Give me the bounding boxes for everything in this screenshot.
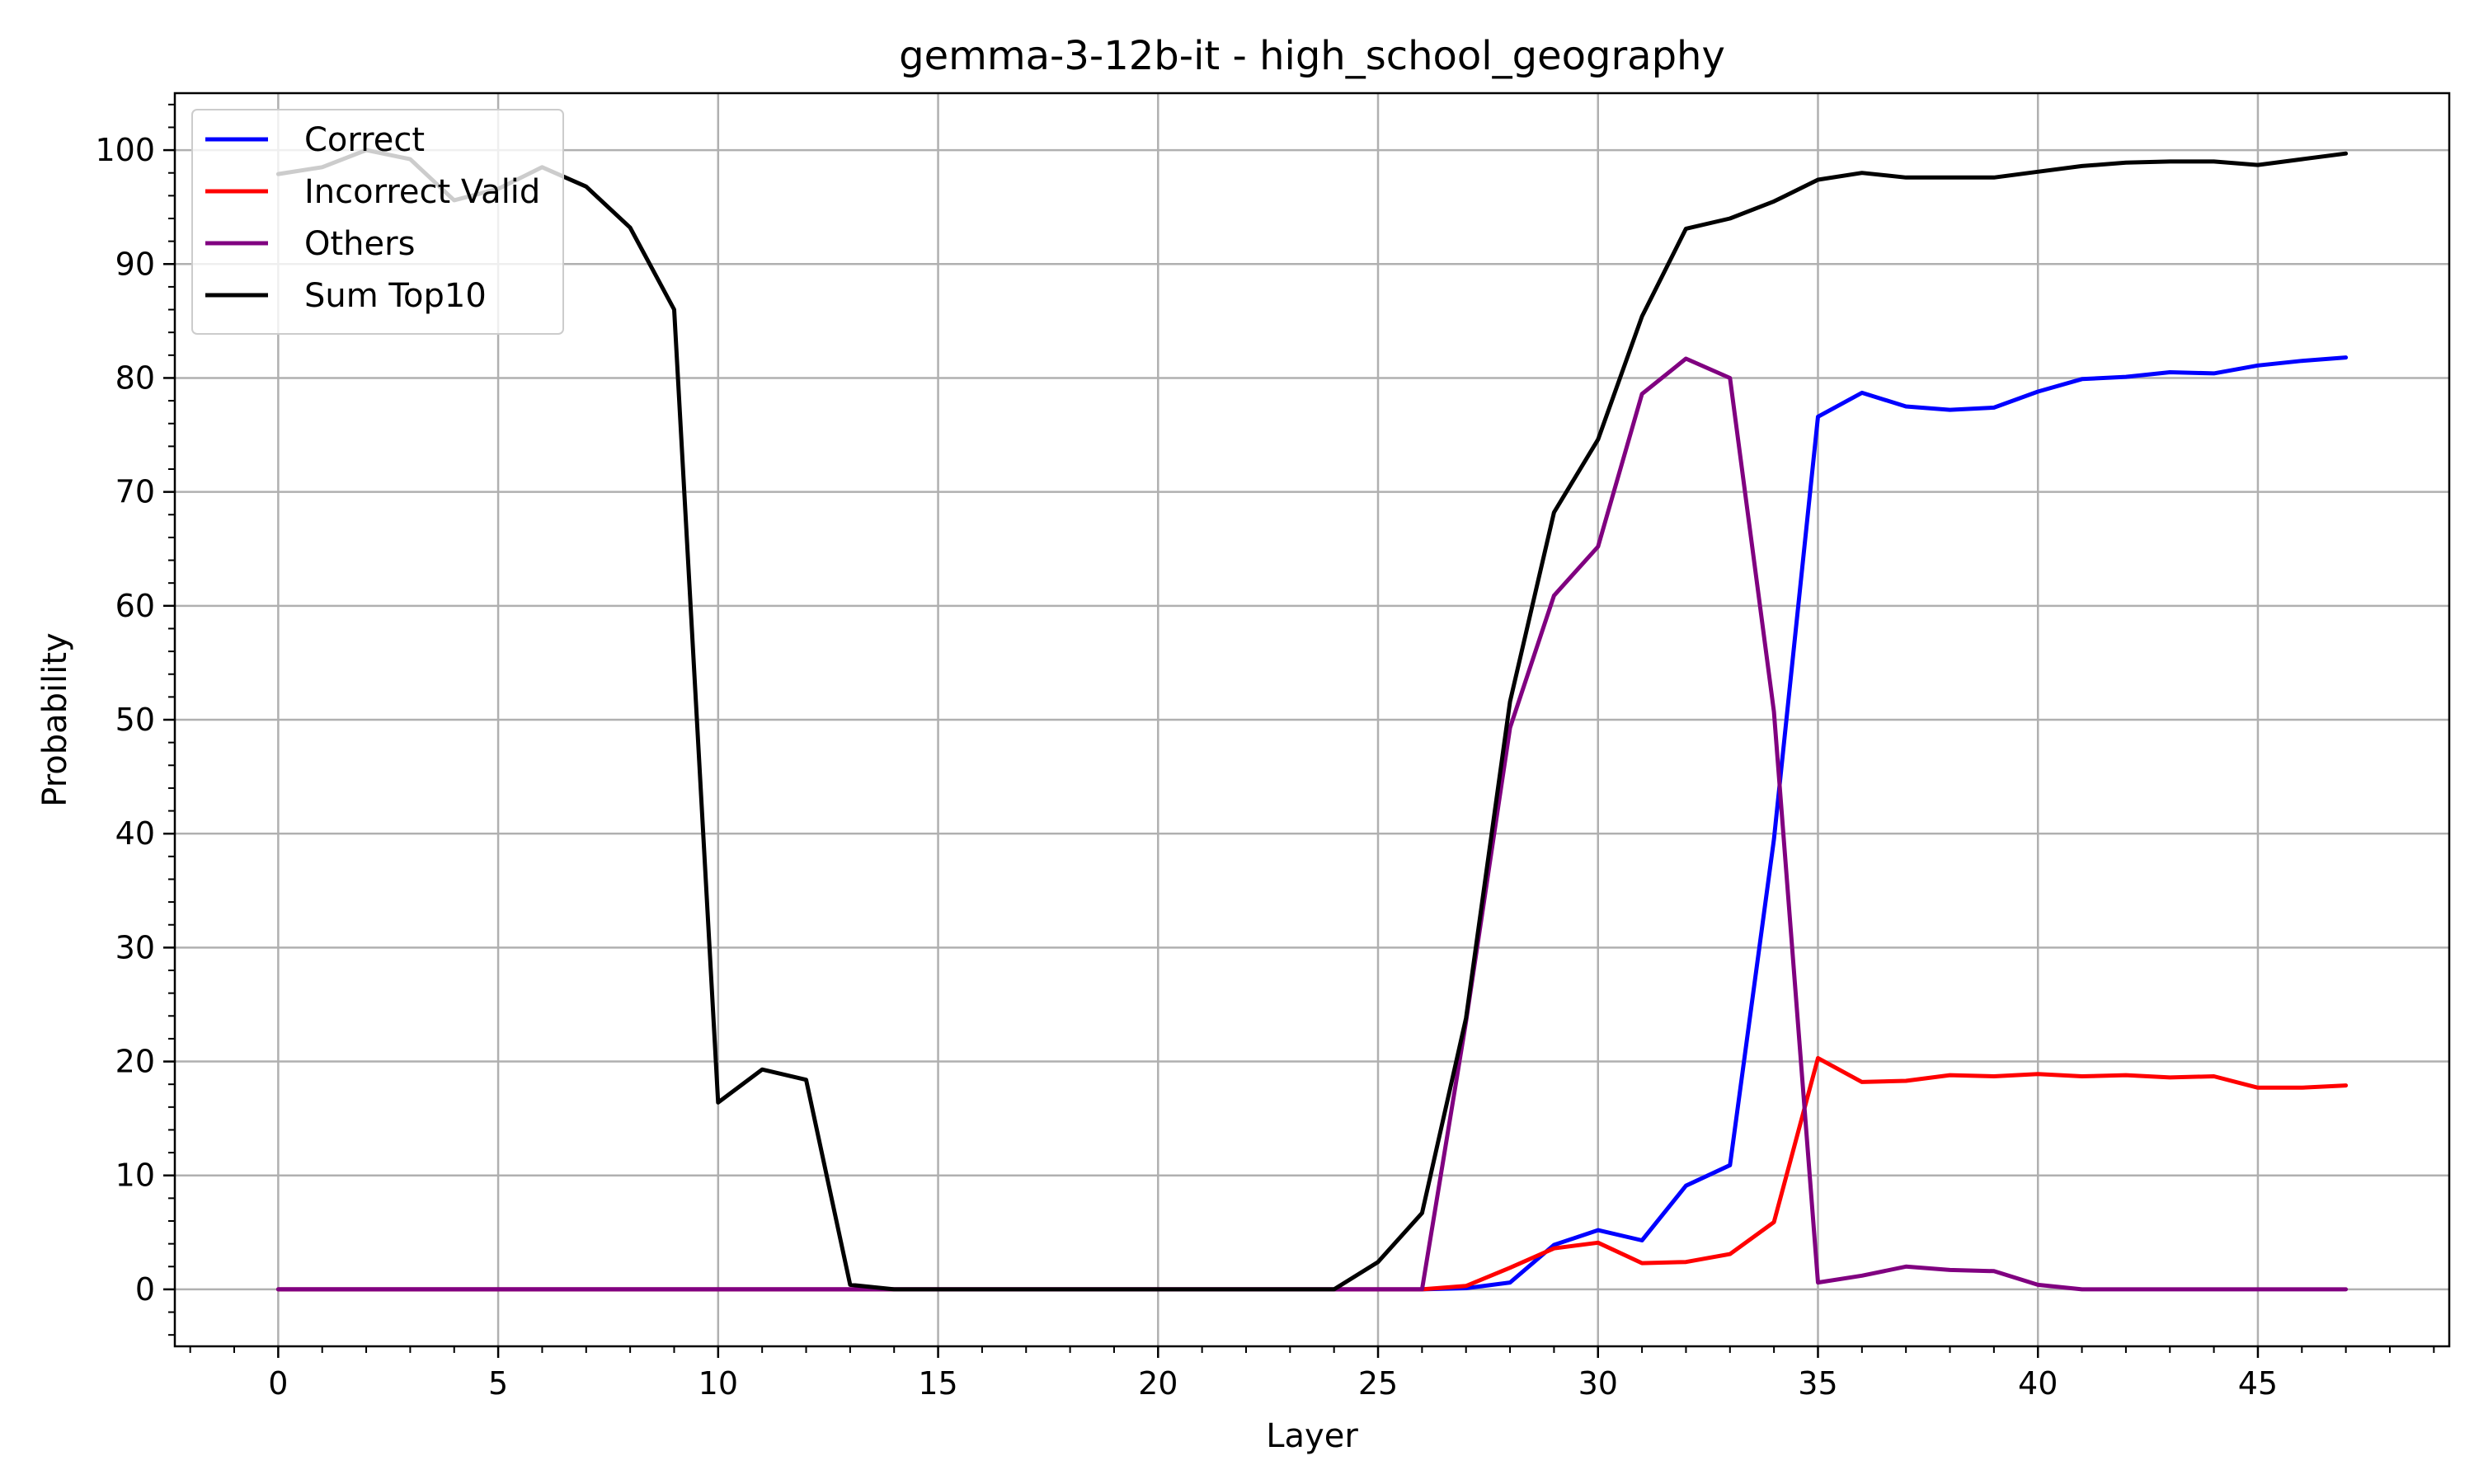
x-tick-label: 25 xyxy=(1358,1365,1398,1402)
y-tick-label: 90 xyxy=(115,246,155,282)
x-tick-label: 0 xyxy=(268,1365,288,1402)
y-tick-label: 70 xyxy=(115,474,155,510)
y-axis-title: Probability xyxy=(36,632,74,806)
x-tick-label: 30 xyxy=(1578,1365,1618,1402)
y-tick-label: 0 xyxy=(135,1271,155,1308)
legend: Correct Incorrect Valid Others Sum Top10 xyxy=(191,109,564,335)
y-tick-label: 10 xyxy=(115,1158,155,1194)
x-tick-label: 40 xyxy=(2018,1365,2058,1402)
x-tick-label: 45 xyxy=(2238,1365,2278,1402)
series-group xyxy=(275,148,2349,1292)
x-tick-label: 15 xyxy=(918,1365,957,1402)
ticks: 0 5 10 15 20 25 30 35 40 45 0 10 20 30 40 50 60 70 80 90 100 xyxy=(95,103,2435,1402)
y-tick-label: 50 xyxy=(115,702,155,738)
y-tick-label: 60 xyxy=(115,588,155,624)
y-tick-label: 40 xyxy=(115,815,155,852)
series-line-sum-top10 xyxy=(275,148,2349,1292)
chart-title: gemma-3-12b-it - high_school_geography xyxy=(899,33,1725,79)
legend-label-correct: Correct xyxy=(304,121,425,159)
x-tick-label: 20 xyxy=(1138,1365,1178,1402)
x-tick-label: 10 xyxy=(698,1365,738,1402)
legend-label-sum-top10: Sum Top10 xyxy=(304,277,487,315)
x-tick-label: 35 xyxy=(1798,1365,1837,1402)
y-tick-label: 100 xyxy=(95,132,155,168)
y-tick-label: 80 xyxy=(115,359,155,396)
legend-box xyxy=(191,109,564,335)
legend-label-incorrect-valid: Incorrect Valid xyxy=(304,173,540,211)
legend-label-others: Others xyxy=(304,225,415,263)
x-tick-label: 5 xyxy=(488,1365,508,1402)
y-tick-label: 20 xyxy=(115,1044,155,1080)
y-tick-label: 30 xyxy=(115,929,155,965)
x-axis-title: Layer xyxy=(1266,1417,1358,1455)
